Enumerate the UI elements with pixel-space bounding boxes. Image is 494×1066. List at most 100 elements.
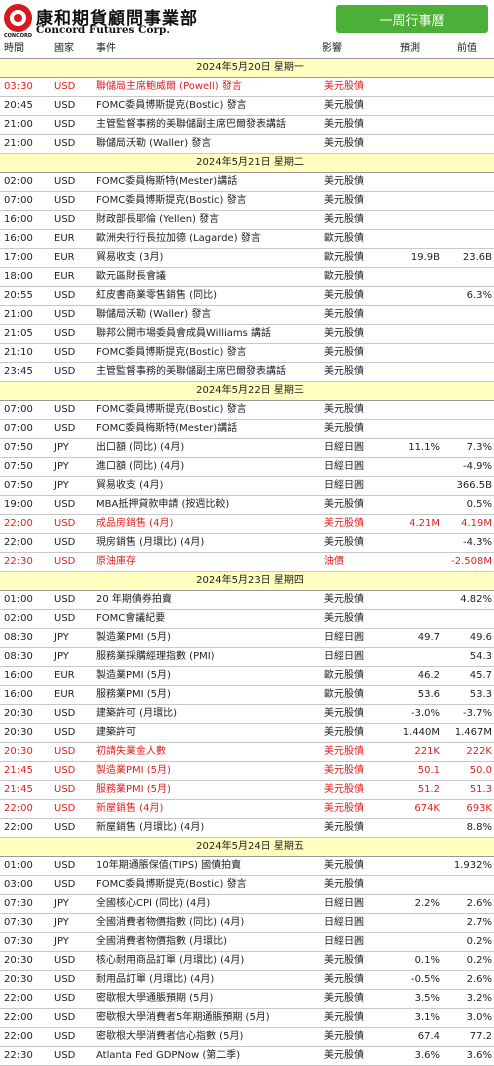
table-row: 20:30 USD 建築許可 (月環比) 美元股債 -3.0% -3.7%: [0, 704, 494, 724]
table-row: 21:10 USD FOMC委員博斯提克(Bostic) 發言 美元股債: [0, 343, 494, 363]
cell-previous: [442, 343, 494, 363]
cell-previous: 6.3%: [442, 286, 494, 306]
table-row: 23:45 USD 主管監督事務的美聯儲副主席巴爾發表講話 美元股債: [0, 362, 494, 382]
cell-time: 03:30: [0, 77, 50, 97]
cell-country: USD: [50, 989, 94, 1009]
cell-impact: 日經日圓: [322, 457, 380, 477]
cell-country: JPY: [50, 647, 94, 667]
cell-forecast: [380, 457, 442, 477]
cell-impact: 歐元股債: [322, 229, 380, 249]
cell-previous: [442, 324, 494, 344]
cell-country: JPY: [50, 457, 94, 477]
cell-country: USD: [50, 818, 94, 838]
cell-impact: 美元股債: [322, 742, 380, 762]
table-row: 21:45 USD 製造業PMI (5月) 美元股債 50.1 50.0: [0, 761, 494, 781]
cell-country: USD: [50, 514, 94, 534]
cell-impact: 美元股債: [322, 856, 380, 876]
cell-previous: 3.6%: [442, 1046, 494, 1066]
cell-forecast: 2.2%: [380, 894, 442, 914]
cell-event: 貿易收支 (3月): [94, 248, 322, 268]
cell-country: USD: [50, 495, 94, 515]
cell-event: 密歇根大學消費者5年期通脹預期 (5月): [94, 1008, 322, 1028]
economic-calendar-table: 時間 國家 事件 影響 預測 前值 2024年5月20日 星期一 03:30 USD…: [0, 40, 494, 1066]
cell-country: USD: [50, 533, 94, 553]
cell-previous: 53.3: [442, 685, 494, 705]
cell-previous: -3.7%: [442, 704, 494, 724]
cell-event: FOMC委員博斯提克(Bostic) 發言: [94, 96, 322, 116]
cell-time: 22:00: [0, 989, 50, 1009]
cell-event: 全國消費者物價指數 (月環比): [94, 932, 322, 952]
cell-impact: 美元股債: [322, 77, 380, 97]
cell-impact: 美元股債: [322, 343, 380, 363]
table-row: 07:50 JPY 進口額 (同比) (4月) 日經日圓 -4.9%: [0, 457, 494, 477]
table-row: 01:00 USD 10年期通脹保值(TIPS) 國債拍賣 美元股債 1.932%: [0, 856, 494, 876]
cell-forecast: [380, 96, 442, 116]
cell-previous: 1.467M: [442, 723, 494, 743]
table-row: 20:30 USD 建築許可 美元股債 1.440M 1.467M: [0, 723, 494, 743]
cell-previous: 0.5%: [442, 495, 494, 515]
cell-forecast: [380, 476, 442, 496]
cell-forecast: [380, 77, 442, 97]
cell-event: 原油庫存: [94, 552, 322, 572]
date-label: 2024年5月21日 星期二: [0, 153, 494, 173]
cell-impact: 日經日圓: [322, 647, 380, 667]
date-label: 2024年5月24日 星期五: [0, 837, 494, 857]
table-row: 16:00 EUR 製造業PMI (5月) 歐元股債 46.2 45.7: [0, 666, 494, 686]
cell-forecast: [380, 647, 442, 667]
cell-previous: -4.3%: [442, 533, 494, 553]
table-row: 22:00 USD 新屋銷售 (月環比) (4月) 美元股債 8.8%: [0, 818, 494, 838]
cell-country: USD: [50, 951, 94, 971]
cell-forecast: [380, 818, 442, 838]
cell-impact: 美元股債: [322, 723, 380, 743]
cell-time: 16:00: [0, 666, 50, 686]
cell-event: 10年期通脹保值(TIPS) 國債拍賣: [94, 856, 322, 876]
cell-country: USD: [50, 362, 94, 382]
cell-forecast: 19.9B: [380, 248, 442, 268]
logo-chinese-name: 康和期貨顧問事業部: [36, 9, 198, 29]
table-row: 02:00 USD FOMC會議紀要 美元股債: [0, 609, 494, 629]
cell-time: 07:00: [0, 191, 50, 211]
weekly-calendar-badge: 一周行事曆: [336, 5, 488, 33]
cell-event: 製造業PMI (5月): [94, 628, 322, 648]
cell-impact: 美元股債: [322, 96, 380, 116]
cell-country: USD: [50, 115, 94, 135]
table-row: 21:00 USD 聯儲局沃勒 (Waller) 發言 美元股債: [0, 305, 494, 325]
cell-forecast: [380, 343, 442, 363]
cell-impact: 美元股債: [322, 514, 380, 534]
cell-country: USD: [50, 305, 94, 325]
cell-country: EUR: [50, 248, 94, 268]
cell-event: 新屋銷售 (月環比) (4月): [94, 818, 322, 838]
cell-forecast: [380, 419, 442, 439]
cell-event: 聯儲局沃勒 (Waller) 發言: [94, 305, 322, 325]
cell-country: JPY: [50, 438, 94, 458]
table-row: 20:45 USD FOMC委員博斯提克(Bostic) 發言 美元股債: [0, 96, 494, 116]
table-row: 22:00 USD 密歇根大學通脹預期 (5月) 美元股債 3.5% 3.2%: [0, 989, 494, 1009]
cell-country: USD: [50, 761, 94, 781]
cell-country: USD: [50, 723, 94, 743]
table-row: 22:00 USD 現房銷售 (月環比) (4月) 美元股債 -4.3%: [0, 533, 494, 553]
cell-event: 聯儲局沃勒 (Waller) 發言: [94, 134, 322, 154]
cell-forecast: [380, 609, 442, 629]
cell-country: EUR: [50, 685, 94, 705]
cell-country: USD: [50, 134, 94, 154]
cell-event: 貿易收支 (4月): [94, 476, 322, 496]
cell-forecast: [380, 115, 442, 135]
table-header-row: 時間 國家 事件 影響 預測 前值: [0, 40, 494, 59]
table-row: 22:30 USD Atlanta Fed GDPNow (第二季) 美元股債 3.6%…: [0, 1046, 494, 1066]
cell-impact: 美元股債: [322, 1027, 380, 1047]
cell-forecast: 49.7: [380, 628, 442, 648]
cell-impact: 美元股債: [322, 134, 380, 154]
cell-previous: [442, 875, 494, 895]
cell-time: 01:00: [0, 856, 50, 876]
cell-country: USD: [50, 286, 94, 306]
table-row: 17:00 EUR 貿易收支 (3月) 歐元股債 19.9B 23.6B: [0, 248, 494, 268]
table-row: 03:30 USD 聯儲局主席鮑威爾 (Powell) 發言 美元股債: [0, 77, 494, 97]
cell-forecast: 221K: [380, 742, 442, 762]
cell-country: USD: [50, 970, 94, 990]
cell-impact: 美元股債: [322, 609, 380, 629]
cell-country: EUR: [50, 229, 94, 249]
cell-country: USD: [50, 324, 94, 344]
cell-previous: -2.508M: [442, 552, 494, 572]
cell-time: 20:30: [0, 742, 50, 762]
table-body: 2024年5月20日 星期一 03:30 USD 聯儲局主席鮑威爾 (Powell) …: [0, 58, 494, 1066]
